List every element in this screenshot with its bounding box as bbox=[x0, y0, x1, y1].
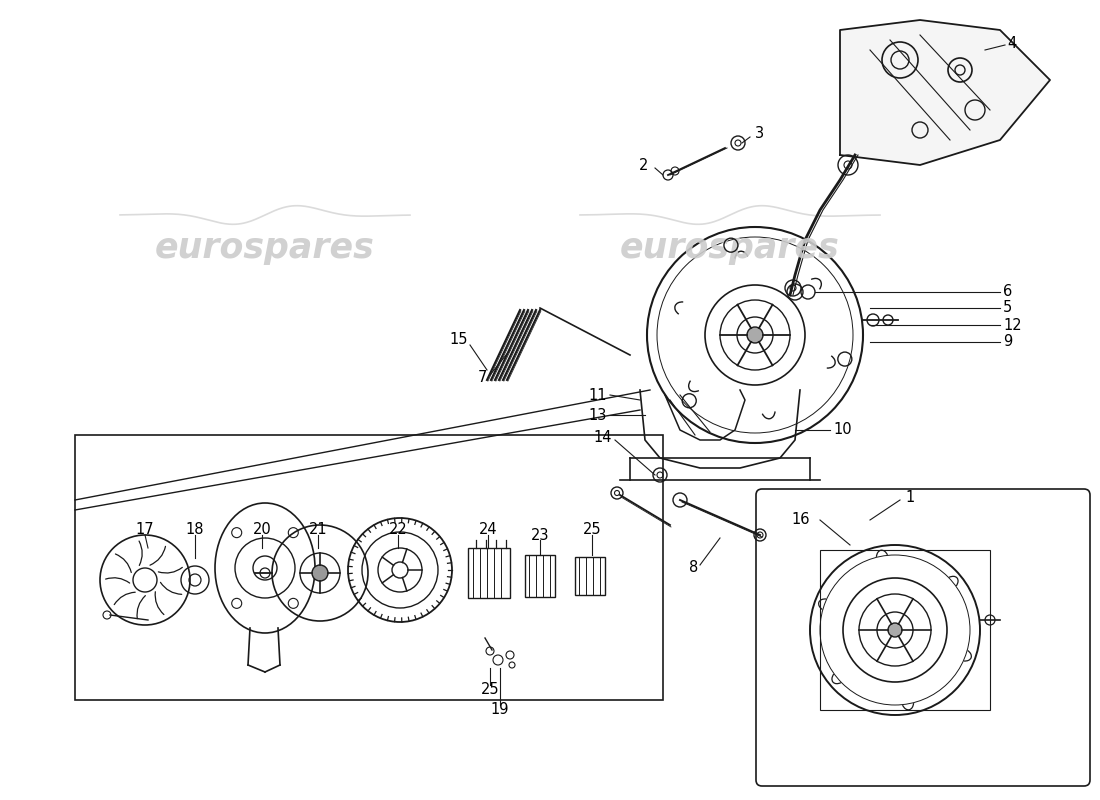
Bar bbox=[820, 550, 990, 710]
Text: 15: 15 bbox=[450, 333, 468, 347]
Text: 3: 3 bbox=[755, 126, 764, 141]
Text: 11: 11 bbox=[588, 387, 607, 402]
Text: 23: 23 bbox=[530, 527, 549, 542]
Text: 16: 16 bbox=[792, 513, 810, 527]
Circle shape bbox=[312, 565, 328, 581]
Bar bbox=[468, 548, 510, 598]
Polygon shape bbox=[840, 20, 1050, 165]
Text: eurospares: eurospares bbox=[620, 231, 840, 265]
Text: 18: 18 bbox=[186, 522, 205, 538]
Text: 21: 21 bbox=[309, 522, 328, 538]
Bar bbox=[75, 435, 663, 700]
Text: 2: 2 bbox=[639, 158, 648, 173]
Bar bbox=[525, 555, 556, 597]
Text: 4: 4 bbox=[1006, 35, 1016, 50]
Text: 25: 25 bbox=[481, 682, 499, 698]
Text: 1: 1 bbox=[905, 490, 914, 506]
Text: 7: 7 bbox=[477, 370, 487, 386]
Text: 12: 12 bbox=[1003, 318, 1022, 333]
Circle shape bbox=[888, 623, 902, 637]
Text: 25: 25 bbox=[583, 522, 602, 538]
Text: 17: 17 bbox=[135, 522, 154, 538]
Bar bbox=[575, 557, 605, 595]
Text: 20: 20 bbox=[253, 522, 272, 538]
Text: 22: 22 bbox=[388, 522, 407, 538]
Circle shape bbox=[747, 327, 763, 343]
Text: 5: 5 bbox=[1003, 301, 1012, 315]
Text: 6: 6 bbox=[1003, 285, 1012, 299]
Text: eurospares: eurospares bbox=[155, 231, 375, 265]
Text: 14: 14 bbox=[594, 430, 612, 446]
Text: 13: 13 bbox=[588, 407, 607, 422]
Text: 24: 24 bbox=[478, 522, 497, 538]
Text: 10: 10 bbox=[833, 422, 851, 438]
Text: 9: 9 bbox=[1003, 334, 1012, 350]
Text: 8: 8 bbox=[689, 561, 698, 575]
Text: 19: 19 bbox=[491, 702, 509, 718]
